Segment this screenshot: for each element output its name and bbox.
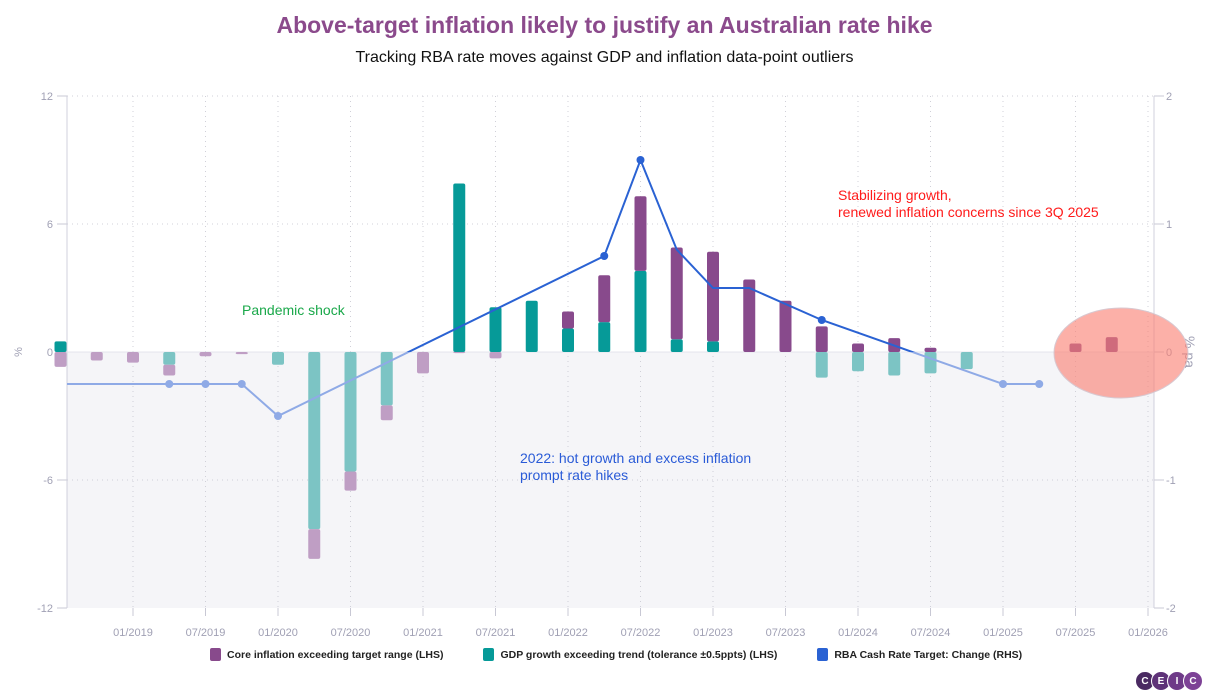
bar-core-inflation: [562, 311, 574, 329]
annotation-pandemic: Pandemic shock: [242, 302, 345, 318]
bar-gdp-growth: [960, 352, 973, 370]
line-marker: [237, 380, 246, 388]
bar-core-inflation: [634, 196, 647, 271]
bar-gdp-growth: [308, 352, 321, 530]
x-tick-label: 07/2021: [476, 627, 516, 639]
x-tick-label: 01/2021: [403, 627, 443, 639]
bar-core-inflation: [743, 279, 756, 352]
bar-gdp-growth: [525, 300, 538, 352]
bar-gdp-growth: [634, 270, 647, 352]
y-tick-label-right: 2: [1166, 91, 1172, 103]
bar-gdp-growth: [562, 328, 574, 352]
bar-gdp-growth: [54, 341, 67, 352]
y-tick-label-left: 12: [41, 91, 53, 103]
legend: Core inflation exceeding target range (L…: [210, 648, 1022, 661]
legend-swatch: [817, 648, 829, 661]
bar-core-inflation: [489, 352, 502, 359]
x-tick-label: 01/2022: [548, 627, 588, 639]
bar-gdp-growth: [453, 183, 466, 352]
bar-gdp-growth: [489, 307, 502, 352]
y-tick-label-left: -6: [43, 475, 53, 487]
y-axis-label-left: %: [13, 347, 25, 357]
bar-core-inflation: [852, 343, 864, 352]
bar-core-inflation: [308, 529, 321, 559]
y-tick-label-right: -2: [1166, 603, 1176, 615]
bar-core-inflation: [54, 352, 67, 367]
x-tick-label: 07/2020: [331, 627, 371, 639]
bar-core-inflation: [779, 300, 792, 352]
legend-label: RBA Cash Rate Target: Change (RHS): [834, 648, 1023, 661]
bar-core-inflation: [127, 352, 139, 363]
y-tick-label-right: -1: [1166, 475, 1176, 487]
legend-item-gdp-growth[interactable]: GDP growth exceeding trend (tolerance ±0…: [483, 648, 777, 661]
bar-gdp-growth: [598, 322, 611, 352]
legend-label: Core inflation exceeding target range (L…: [227, 648, 444, 661]
highlight-ellipse: [1053, 307, 1189, 399]
x-tick-label: 01/2020: [258, 627, 298, 639]
bar-core-inflation: [670, 247, 683, 340]
legend-item-core-inflation[interactable]: Core inflation exceeding target range (L…: [210, 648, 443, 661]
bar-gdp-growth: [163, 352, 176, 365]
legend-item-rba-rate[interactable]: RBA Cash Rate Target: Change (RHS): [817, 648, 1022, 661]
x-tick-label: 01/2026: [1128, 627, 1168, 639]
legend-label: GDP growth exceeding trend (tolerance ±0…: [500, 648, 778, 661]
x-tick-label: 07/2024: [911, 627, 951, 639]
y-tick-label-left: 6: [47, 219, 53, 231]
y-tick-label-left: 0: [47, 347, 53, 359]
bar-gdp-growth: [815, 352, 828, 378]
y-tick-label-right: 1: [1166, 219, 1172, 231]
bar-core-inflation: [90, 352, 103, 361]
bar-gdp-growth: [344, 352, 357, 472]
line-marker: [999, 380, 1007, 388]
bar-gdp-growth: [707, 341, 719, 352]
x-tick-label: 01/2025: [983, 627, 1023, 639]
legend-swatch: [210, 648, 221, 661]
line-marker: [636, 156, 645, 164]
bar-core-inflation: [417, 352, 429, 374]
bar-core-inflation: [924, 347, 937, 352]
bar-gdp-growth: [888, 352, 901, 376]
x-tick-label: 01/2024: [838, 627, 878, 639]
line-marker: [1035, 380, 1044, 388]
x-tick-label: 07/2025: [1056, 627, 1096, 639]
line-marker: [165, 380, 174, 388]
x-tick-label: 07/2022: [621, 627, 661, 639]
bar-core-inflation: [235, 352, 248, 355]
bar-core-inflation: [453, 352, 466, 354]
bar-gdp-growth: [272, 352, 284, 365]
chart-title: Above-target inflation likely to justify…: [276, 12, 933, 38]
line-marker: [201, 380, 210, 388]
bar-gdp-growth: [924, 352, 937, 374]
ceic-logo: C E I C: [1135, 671, 1203, 691]
bar-core-inflation: [344, 471, 357, 491]
bar-core-inflation: [380, 405, 393, 421]
annotation-2022: 2022: hot growth and excess inflation pr…: [520, 450, 752, 483]
bar-core-inflation: [707, 251, 719, 342]
logo-letter: C: [1183, 671, 1203, 691]
line-marker: [600, 252, 609, 260]
line-marker: [817, 316, 826, 324]
x-tick-label: 07/2019: [186, 627, 226, 639]
y-tick-label-left: -12: [37, 603, 53, 615]
bar-gdp-growth: [852, 352, 864, 372]
bar-core-inflation: [163, 364, 176, 376]
legend-swatch: [483, 648, 495, 661]
bar-gdp-growth: [670, 339, 683, 352]
chart-subtitle: Tracking RBA rate moves against GDP and …: [355, 49, 854, 66]
bar-core-inflation: [199, 352, 212, 357]
annotation-stabilizing: Stabilizing growth, renewed inflation co…: [838, 187, 1099, 220]
bar-core-inflation: [598, 275, 611, 323]
x-tick-label: 07/2023: [766, 627, 806, 639]
bar-gdp-growth: [380, 352, 393, 406]
bar-core-inflation: [815, 326, 828, 352]
x-tick-label: 01/2019: [113, 627, 153, 639]
x-tick-label: 01/2023: [693, 627, 733, 639]
line-marker: [274, 412, 282, 420]
